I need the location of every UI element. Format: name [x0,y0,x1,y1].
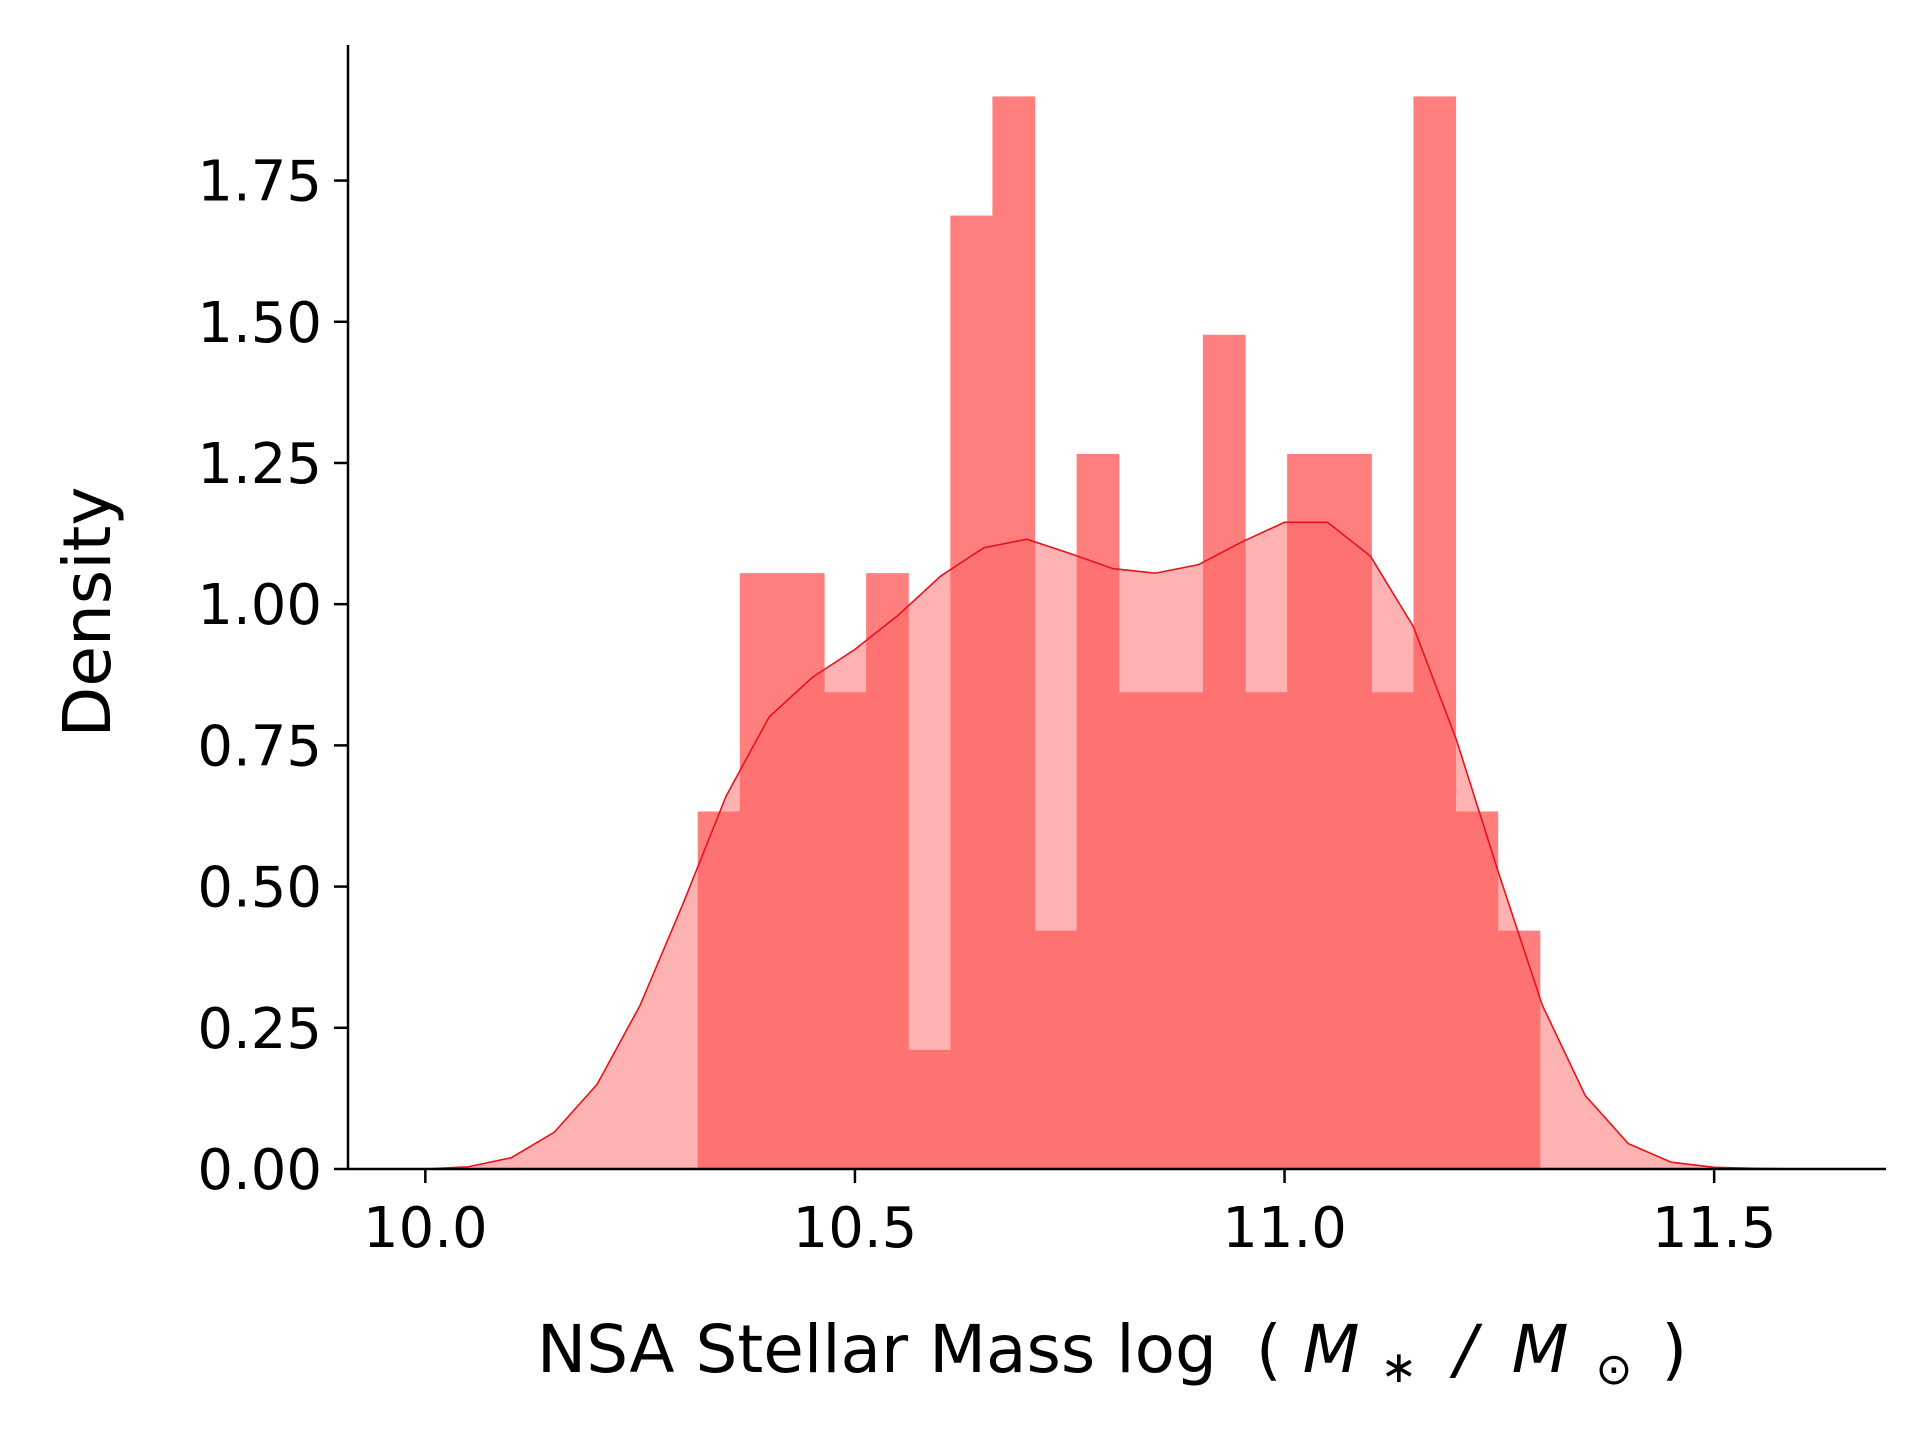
x-tick-label: 10.0 [363,1196,488,1261]
y-axis-label: Density [49,487,126,738]
y-tick-label: 0.25 [197,997,322,1062]
x-tick-label: 11.5 [1652,1196,1777,1261]
x-axis-label-slash: / [1449,1311,1483,1388]
x-axis-label-sun-subscript: ⊙ [1596,1344,1633,1395]
y-axis-ticks: 0.00 0.25 0.50 0.75 1.00 1.25 1.50 1.75 [197,150,348,1203]
y-tick-label: 1.50 [197,291,322,356]
x-axis-label: NSA Stellar Mass log ( M ∗ / M ⊙ ) [537,1311,1687,1400]
y-tick-label: 0.75 [197,714,322,779]
y-tick-label: 1.75 [197,150,322,215]
y-tick-label: 0.00 [197,1138,322,1203]
y-tick-label: 1.25 [197,432,322,497]
x-axis-label-open-paren: ( [1256,1311,1282,1388]
x-axis-label-text: NSA Stellar Mass log [537,1311,1217,1388]
x-tick-label: 10.5 [793,1196,918,1261]
y-tick-label: 1.00 [197,573,322,638]
x-axis-label-close-paren: ) [1661,1311,1687,1388]
x-axis-label-mass-symbol: M [1303,1311,1360,1388]
kde-area [425,522,1801,1169]
x-axis-label-solar-mass-symbol: M [1512,1311,1569,1388]
x-axis-label-star-subscript: ∗ [1381,1342,1418,1393]
y-tick-label: 0.50 [197,856,322,921]
kde-curve [425,521,1801,1170]
x-axis-ticks: 10.0 10.5 11.0 11.5 [363,1169,1777,1261]
x-tick-label: 11.0 [1222,1196,1347,1261]
